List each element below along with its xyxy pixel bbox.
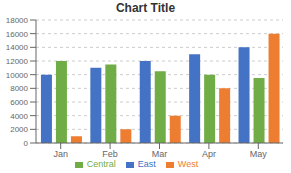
svg-text:Feb: Feb [102,149,118,159]
svg-text:6000: 6000 [10,98,28,107]
svg-text:Mar: Mar [152,149,168,159]
svg-text:12000: 12000 [8,57,29,66]
svg-text:2000: 2000 [10,125,28,134]
html-text:West: West [177,159,199,169]
svg-text:Jan: Jan [53,149,68,159]
svg-text:May: May [250,149,268,159]
svg-text:4000: 4000 [10,112,28,121]
svg-text:0: 0 [24,139,29,148]
html-text:East: East [137,159,156,169]
html-text:Central: Central [86,159,116,169]
svg-text:8000: 8000 [10,84,28,93]
svg-text:10000: 10000 [8,71,29,80]
html-text:Chart Title: Chart Title [115,1,176,15]
svg-text:Apr: Apr [202,149,216,159]
svg-text:18000: 18000 [8,16,29,25]
svg-text:16000: 16000 [8,30,29,39]
svg-text:14000: 14000 [8,43,29,52]
